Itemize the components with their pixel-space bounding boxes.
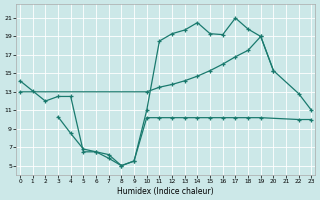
- X-axis label: Humidex (Indice chaleur): Humidex (Indice chaleur): [117, 187, 214, 196]
